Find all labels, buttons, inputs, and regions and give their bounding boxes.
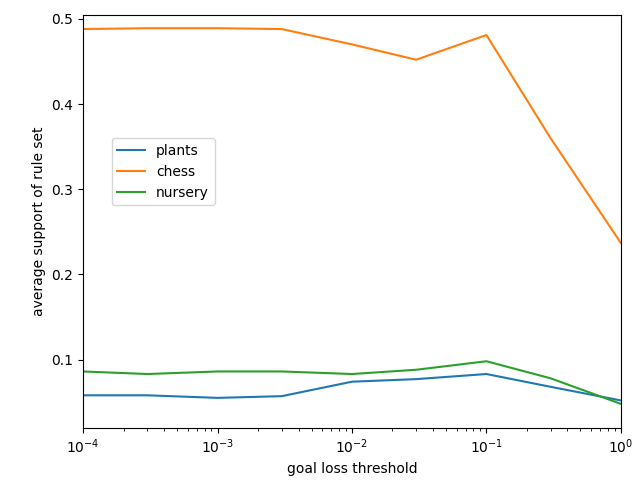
nursery (278, 368, 285, 374)
plants (617, 398, 625, 403)
Line: nursery: nursery (83, 361, 621, 404)
chess (412, 57, 420, 63)
chess (79, 26, 87, 32)
chess (348, 41, 356, 47)
nursery (348, 371, 356, 377)
chess (617, 240, 625, 246)
Legend: plants, chess, nursery: plants, chess, nursery (111, 138, 214, 205)
chess (547, 135, 554, 141)
plants (79, 392, 87, 398)
X-axis label: goal loss threshold: goal loss threshold (287, 462, 417, 476)
chess (214, 25, 221, 31)
Y-axis label: average support of rule set: average support of rule set (32, 126, 46, 316)
plants (547, 384, 554, 390)
plants (214, 395, 221, 401)
nursery (483, 358, 490, 364)
chess (143, 25, 151, 31)
nursery (143, 371, 151, 377)
nursery (412, 367, 420, 373)
plants (278, 393, 285, 399)
Line: chess: chess (83, 28, 621, 243)
nursery (617, 401, 625, 407)
chess (278, 26, 285, 32)
Line: plants: plants (83, 374, 621, 400)
chess (483, 32, 490, 38)
nursery (214, 368, 221, 374)
nursery (79, 368, 87, 374)
plants (143, 392, 151, 398)
nursery (547, 375, 554, 381)
plants (412, 376, 420, 382)
plants (483, 371, 490, 377)
plants (348, 379, 356, 384)
